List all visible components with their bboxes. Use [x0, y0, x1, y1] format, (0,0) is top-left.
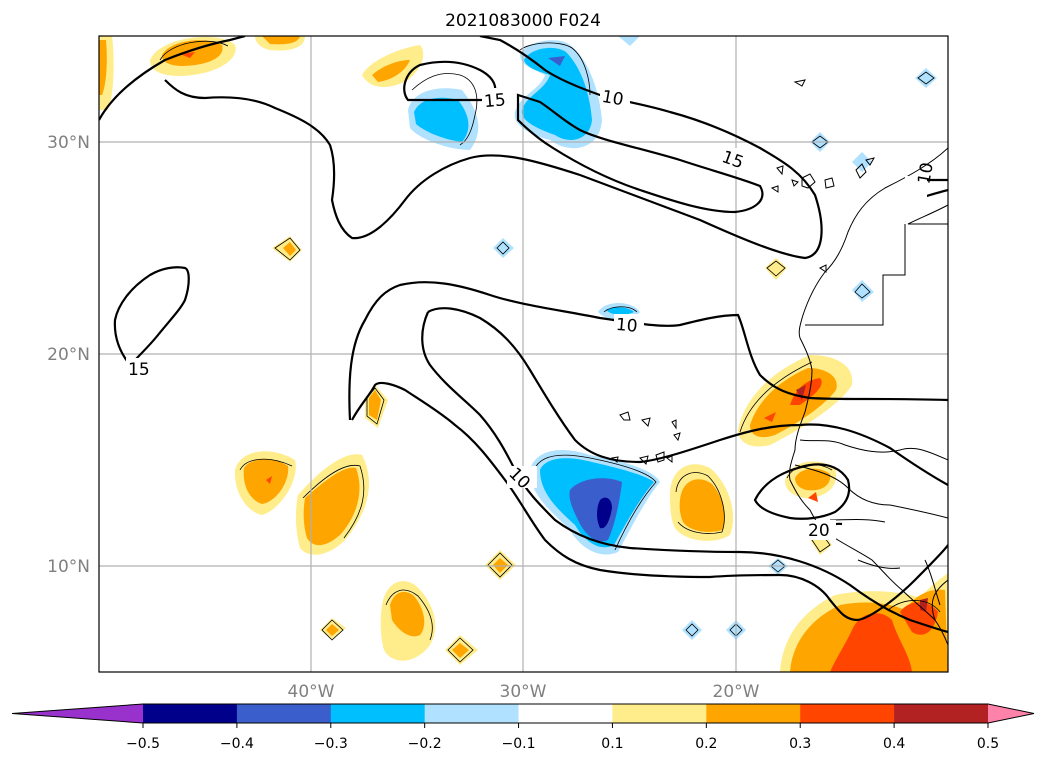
- colorbar-tick-label: 0.4: [883, 736, 905, 752]
- colorbar: −0.5 −0.4 −0.3 −0.2 −0.1 0.1 0.2 0.3 0.4 0.5: [11, 703, 1035, 752]
- colorbar-segment: [706, 704, 801, 723]
- colorbar-tick-label: −0.1: [502, 736, 536, 752]
- colorbar-extend-left: [12, 704, 143, 723]
- coastlines: [610, 79, 948, 646]
- colorbar-segment: [143, 704, 238, 723]
- red-anomaly-fill: [180, 52, 938, 672]
- thin-anomaly-edges: [159, 40, 941, 663]
- lat-labels: 30°N 20°N 10°N: [47, 133, 90, 577]
- negative-anomaly-dark: [548, 56, 622, 542]
- colorbar-tick-label: −0.4: [220, 736, 254, 752]
- gridlines: [99, 36, 948, 672]
- colorbar-segment: [612, 704, 707, 723]
- colorbar-segment: [800, 704, 895, 723]
- colorbar-tick-label: 0.2: [695, 736, 717, 752]
- contour-label: 10: [600, 87, 625, 110]
- lon-label: 40°W: [288, 682, 335, 702]
- colorbar-extend-right: [988, 704, 1034, 723]
- contour-label: 15: [483, 90, 506, 112]
- colorbar-segment: [424, 704, 520, 723]
- colorbar-tick-label: 0.1: [601, 736, 623, 752]
- colorbar-tick-label: −0.5: [126, 736, 160, 752]
- colorbar-tick-label: −0.3: [314, 736, 348, 752]
- colorbar-segment: [236, 704, 332, 723]
- contour-label: 10: [615, 315, 638, 337]
- map-title: 2021083000 F024: [445, 11, 601, 31]
- map-frame: [98, 35, 949, 673]
- map-area: [99, 36, 948, 672]
- negative-anomaly-darkest: [597, 497, 612, 529]
- lat-label: 20°N: [47, 345, 90, 365]
- lon-label: 20°W: [713, 682, 760, 702]
- colorbar-tick-label: 0.3: [789, 736, 811, 752]
- lat-label: 10°N: [47, 557, 90, 577]
- colorbar-segment: [330, 704, 426, 723]
- colorbar-segment: [894, 704, 989, 723]
- colorbar-segment: [518, 704, 613, 723]
- contour-label: 15: [128, 360, 150, 380]
- lon-label: 30°W: [500, 682, 547, 702]
- colorbar-tick-label: 0.5: [977, 736, 999, 752]
- colorbar-tick-label: −0.2: [408, 736, 442, 752]
- contour-label: 10: [914, 161, 937, 186]
- lat-label: 30°N: [47, 133, 90, 153]
- contour-label: 20: [808, 521, 830, 541]
- lon-labels: 40°W 30°W 20°W: [288, 682, 760, 702]
